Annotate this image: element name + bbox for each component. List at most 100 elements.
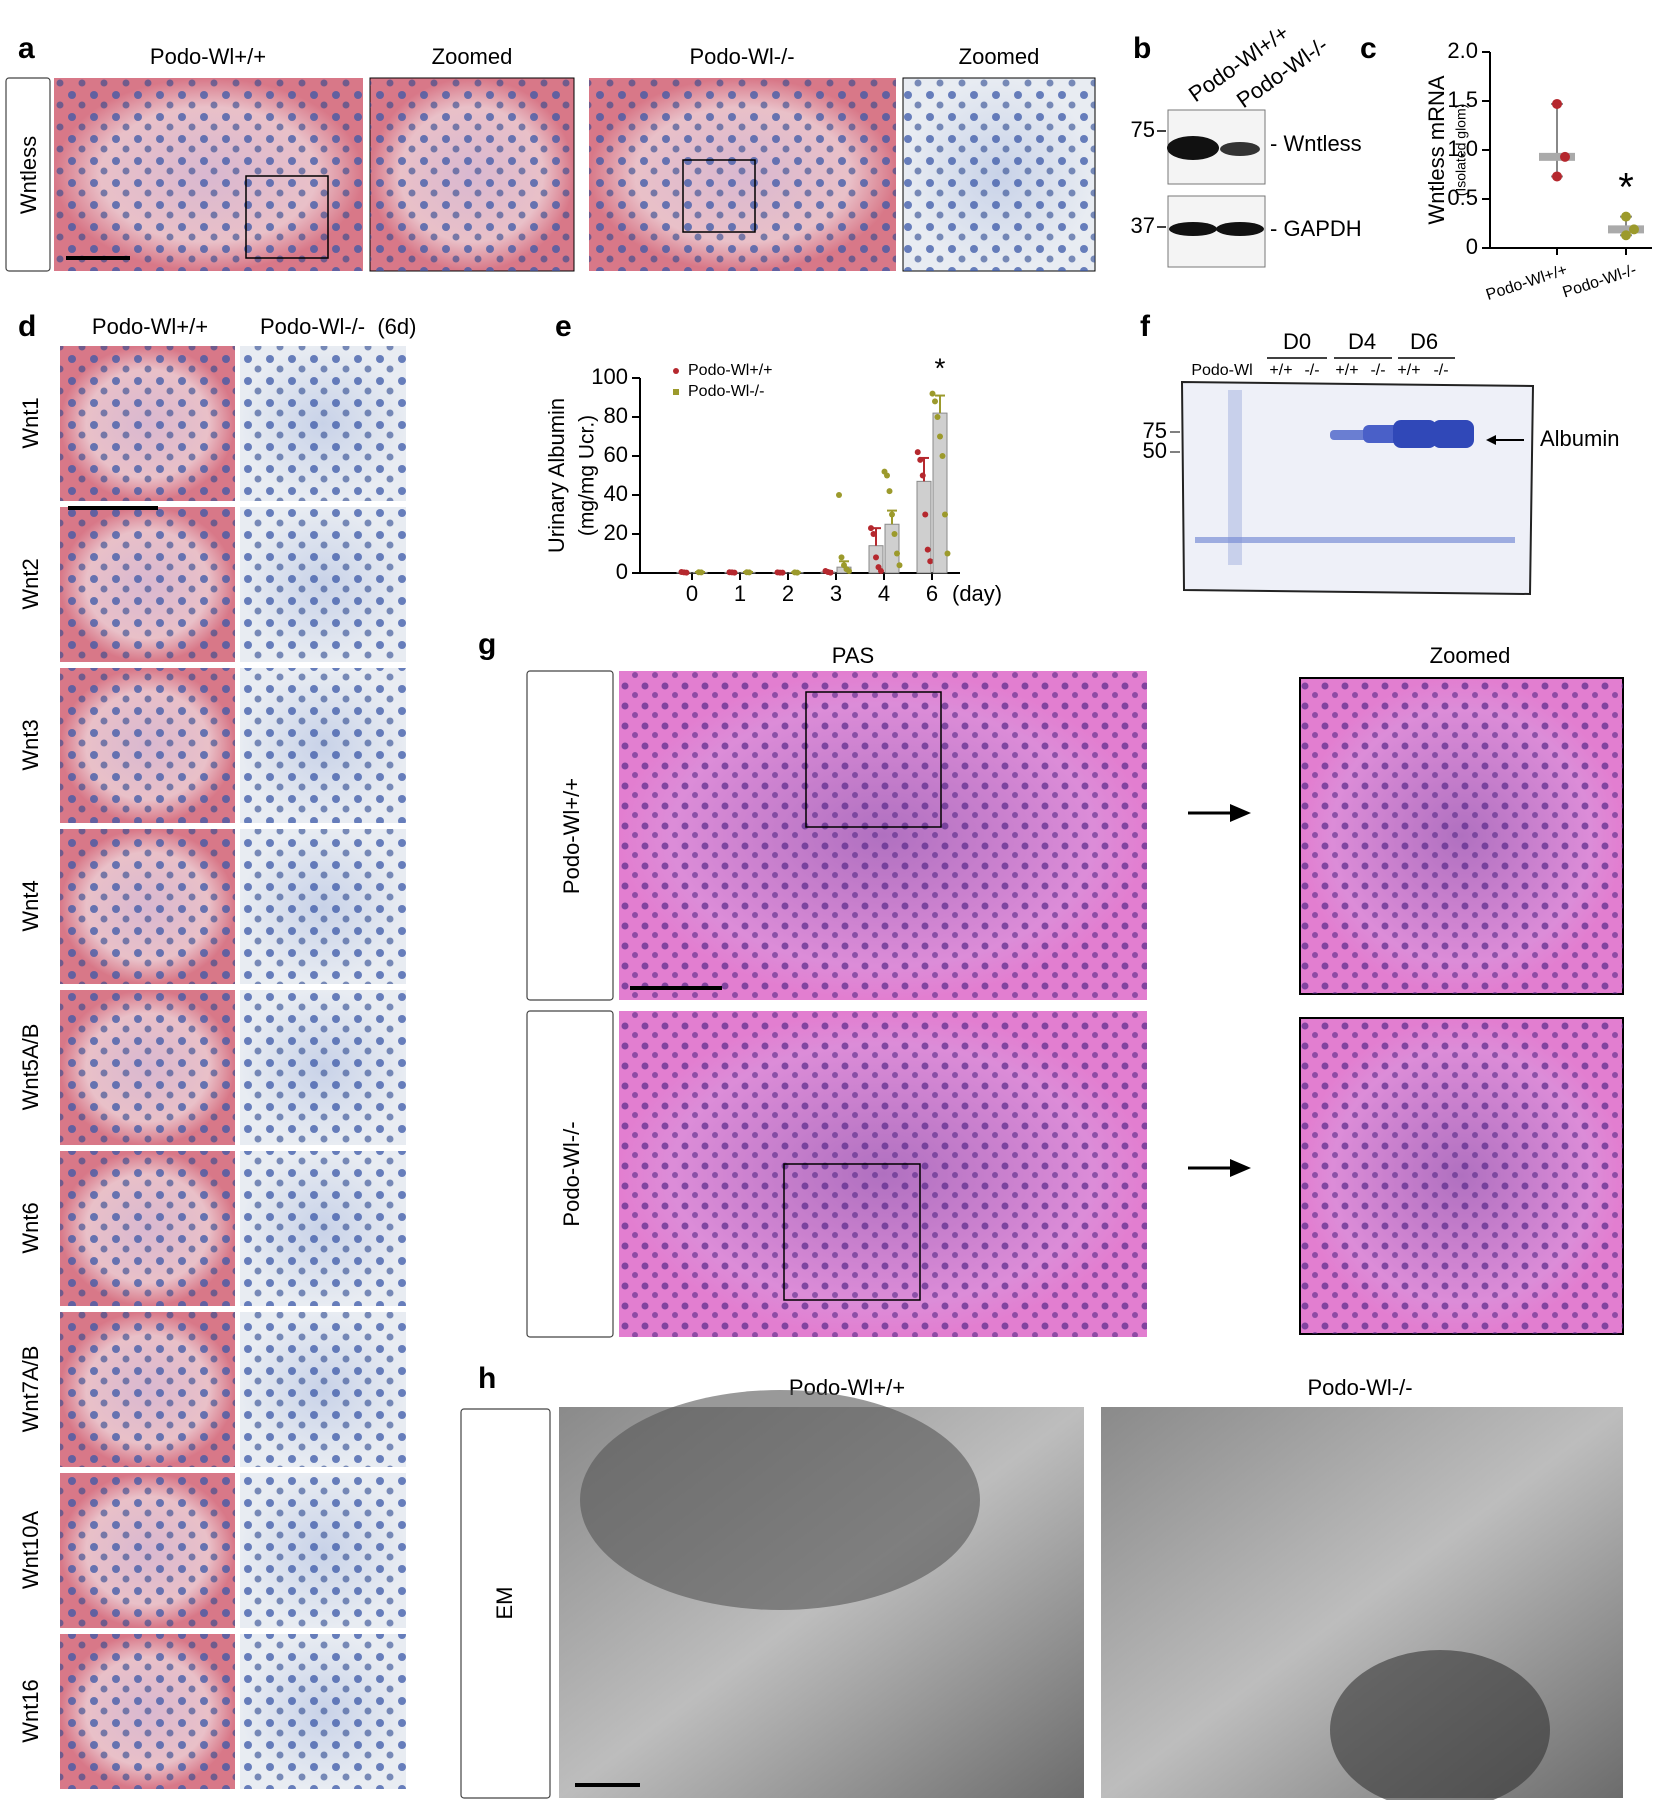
y-tick-label: 1.0 bbox=[1447, 136, 1478, 161]
significance: * bbox=[935, 352, 946, 383]
micrograph-nuclei bbox=[60, 990, 235, 1145]
data-point bbox=[937, 433, 943, 440]
micrograph-nuclei bbox=[240, 1312, 406, 1467]
image-title: PAS bbox=[832, 643, 874, 668]
legend-marker bbox=[673, 368, 679, 374]
data-point bbox=[1621, 211, 1631, 222]
micrograph-nuclei bbox=[60, 829, 235, 984]
data-point bbox=[846, 568, 852, 575]
data-point bbox=[929, 390, 936, 397]
data-point bbox=[896, 562, 903, 569]
data-point bbox=[919, 472, 926, 479]
micrograph-nuclei bbox=[60, 668, 235, 823]
data-point bbox=[914, 449, 921, 456]
micrograph-nuclei bbox=[240, 990, 406, 1145]
panel-label: c bbox=[1360, 32, 1377, 65]
y-tick-label: 0 bbox=[1466, 234, 1478, 259]
blot-band bbox=[1220, 142, 1260, 156]
micrograph-nuclei bbox=[240, 1634, 406, 1789]
y-tick-label: 40 bbox=[604, 481, 628, 506]
row-label: Wnt4 bbox=[18, 880, 43, 931]
genotype: -/- bbox=[1433, 362, 1448, 379]
micrograph-grid: Wnt1 Wnt2 Wnt3 Wnt4 Wnt5A/B Wnt6 Wnt7A/B Wnt10A… bbox=[18, 346, 406, 1789]
data-point bbox=[836, 492, 842, 498]
micrographs bbox=[54, 77, 1096, 272]
data-point bbox=[873, 554, 879, 561]
panel-label: g bbox=[478, 628, 496, 661]
panel-label: e bbox=[555, 310, 572, 343]
group-label: D6 bbox=[1410, 329, 1438, 354]
micrograph-nuclei bbox=[60, 346, 235, 501]
gel bbox=[1180, 380, 1535, 596]
y-axis-sublabel: (mg/mg Ucr.) bbox=[576, 415, 599, 536]
blot-band bbox=[1167, 136, 1219, 160]
band-label: - Wntless bbox=[1270, 131, 1362, 156]
row-label: Wnt3 bbox=[18, 719, 43, 770]
row-box bbox=[526, 1010, 614, 1338]
data-point bbox=[939, 453, 946, 459]
legend-label: Podo-Wl+/+ bbox=[688, 362, 772, 379]
row-label: Wnt7A/B bbox=[18, 1346, 43, 1433]
genotype: +/+ bbox=[1335, 362, 1358, 379]
marker-label: 50 bbox=[1143, 438, 1167, 463]
row-label: Wnt16 bbox=[18, 1679, 43, 1743]
data-point bbox=[927, 558, 934, 565]
row-label: Wntless bbox=[16, 136, 41, 214]
data-point bbox=[884, 472, 890, 479]
panel-label: h bbox=[478, 1362, 496, 1395]
data-point bbox=[1560, 151, 1570, 162]
data-point bbox=[1552, 98, 1562, 109]
blot-band bbox=[1216, 222, 1264, 236]
image-title: Podo-Wl-/- bbox=[1307, 1375, 1412, 1400]
column-title: Podo-Wl-/- (6d) bbox=[260, 314, 416, 339]
x-axis-label: (day) bbox=[952, 581, 1002, 606]
data-point bbox=[838, 554, 845, 561]
legend-marker bbox=[673, 389, 679, 395]
y-axis-label: Urinary Albumin bbox=[544, 398, 569, 553]
data-point bbox=[942, 511, 948, 518]
data-point bbox=[746, 569, 753, 576]
image-title: Podo-Wl+/+ bbox=[150, 44, 266, 69]
significance: * bbox=[1618, 166, 1634, 210]
band-label: - GAPDH bbox=[1270, 216, 1362, 241]
data-point bbox=[794, 569, 801, 576]
data-point bbox=[891, 531, 898, 537]
row-box bbox=[5, 77, 51, 272]
micrograph-nuclei bbox=[240, 829, 406, 984]
y-axis-sublabel: (Isolated glom) bbox=[1453, 104, 1469, 197]
micrographs bbox=[619, 671, 1624, 1337]
data-point bbox=[878, 568, 884, 575]
row-label: Wnt6 bbox=[18, 1202, 43, 1253]
data-point bbox=[868, 525, 874, 532]
y-tick-label: 60 bbox=[604, 442, 628, 467]
micrograph-nuclei bbox=[60, 1634, 235, 1789]
data-point bbox=[731, 569, 738, 576]
x-tick-label: 2 bbox=[782, 581, 794, 606]
image-title: Zoomed bbox=[432, 44, 513, 69]
image-title: Podo-Wl-/- bbox=[689, 44, 794, 69]
micrograph-nuclei bbox=[60, 1151, 235, 1306]
micrograph-nuclei bbox=[240, 668, 406, 823]
data-point bbox=[889, 511, 895, 518]
x-tick-label: 3 bbox=[830, 581, 842, 606]
marker-label: 75 bbox=[1143, 418, 1167, 443]
micrograph-nuclei bbox=[240, 1473, 406, 1628]
x-tick-label: Podo-Wl-/- bbox=[1561, 262, 1639, 302]
image-title: Zoomed bbox=[959, 44, 1040, 69]
median bbox=[1539, 152, 1575, 161]
data-point bbox=[932, 398, 938, 405]
y-axis-label: Wntless mRNA bbox=[1424, 75, 1449, 224]
micrographs bbox=[559, 1390, 1623, 1800]
micrograph-nuclei bbox=[240, 1151, 406, 1306]
blot-band bbox=[1169, 222, 1217, 236]
x-tick-label: 6 bbox=[926, 581, 938, 606]
data-point bbox=[944, 550, 951, 557]
row-label: Podo-Wl+/+ bbox=[559, 778, 584, 894]
group-label: D4 bbox=[1348, 329, 1376, 354]
row-label: Podo-Wl bbox=[1191, 362, 1252, 379]
genotype: -/- bbox=[1370, 362, 1385, 379]
y-tick-label: 2.0 bbox=[1447, 38, 1478, 63]
row-label: Podo-Wl-/- bbox=[559, 1121, 584, 1226]
